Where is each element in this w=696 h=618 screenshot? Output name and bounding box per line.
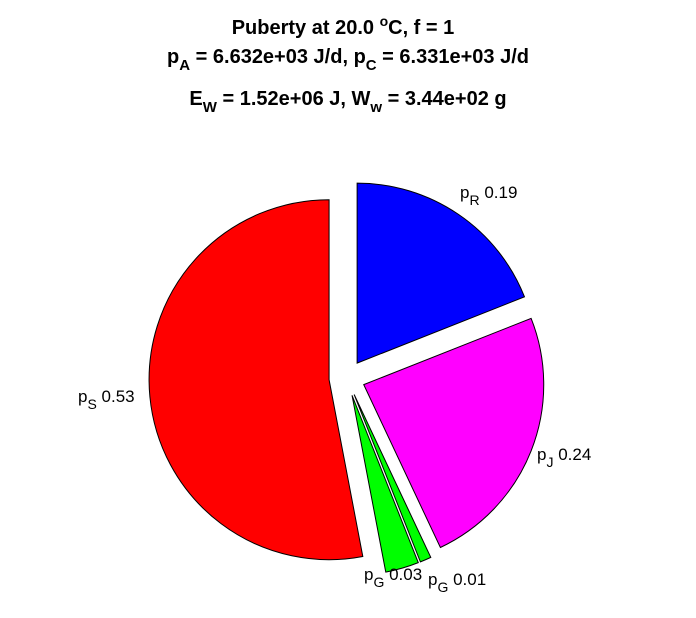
slice-pS [148,199,364,561]
title-1-sup: o [380,13,389,29]
title-2-c-sub: C [366,57,377,74]
title-2-a-main: p [167,46,179,68]
slice-label-sub: J [546,454,553,470]
slice-pG2 [351,395,419,573]
title-2-a-sub: A [179,57,190,74]
title-1-text: Puberty at 20.0 [232,17,380,39]
title-3-e-main: E [189,88,202,110]
slice-label-pJ: pJ 0.24 [537,445,591,470]
title-3-e-sub: W [203,99,218,116]
title-3-e-value: = 1.52e+06 J, [217,88,352,110]
slice-label-value: 0.03 [384,565,422,584]
chart-title-line-2: pA = 6.632e+03 J/d, pC = 6.331e+03 J/d [167,46,529,74]
chart-title-line-1: Puberty at 20.0 oC, f = 1 [232,13,455,39]
slice-pR [356,182,526,364]
slice-label-sub: G [437,579,448,595]
slice-label-sub: R [469,192,479,208]
title-3-w-sub: w [369,99,382,116]
title-1-rest: C, f = 1 [388,17,454,39]
slice-label-value: 0.24 [553,445,591,464]
pie-slices [148,182,545,573]
slice-label-sub: S [87,396,96,412]
title-3-w-main: W [351,88,370,110]
slice-label-main: p [537,445,546,464]
chart-title-line-3: EW = 1.52e+06 J, Ww = 3.44e+02 g [189,88,506,116]
title-2-c-main: p [354,46,366,68]
slice-label-pG1: pG 0.01 [428,570,486,595]
slice-label-pR: pR 0.19 [460,183,517,208]
title-2-c-value: = 6.331e+03 J/d [377,46,529,68]
slice-label-value: 0.01 [448,570,486,589]
slice-label-value: 0.19 [480,183,518,202]
slice-pG1 [353,394,432,563]
slice-label-pG2: pG 0.03 [364,565,422,590]
slice-label-main: p [78,387,87,406]
slice-label-main: p [428,570,437,589]
slice-label-main: p [364,565,373,584]
slice-pJ [363,317,545,549]
title-2-a-value: = 6.632e+03 J/d, [190,46,353,68]
slice-label-pS: pS 0.53 [78,387,135,412]
title-3-w-value: = 3.44e+02 g [382,88,507,110]
slice-label-main: p [460,183,469,202]
slice-label-sub: G [373,574,384,590]
slice-label-value: 0.53 [97,387,135,406]
